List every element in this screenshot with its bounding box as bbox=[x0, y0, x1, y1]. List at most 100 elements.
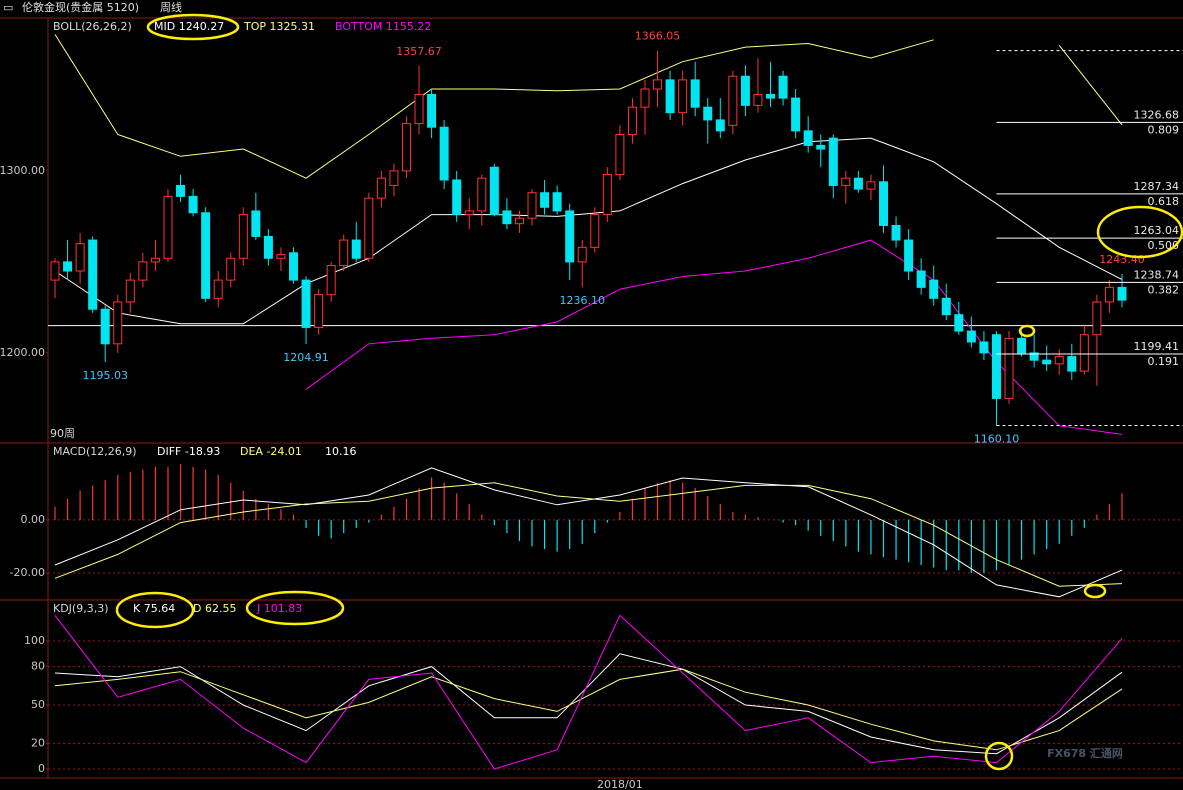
candle-body bbox=[891, 224, 901, 241]
candle-body bbox=[627, 106, 637, 135]
candle-body bbox=[866, 181, 876, 190]
indicator-line bbox=[54, 482, 1123, 587]
candle-body bbox=[276, 254, 286, 259]
candle-body bbox=[75, 243, 85, 272]
legend-entry: MID 1240.27 bbox=[154, 20, 224, 33]
candle-body bbox=[477, 177, 487, 212]
candle-body bbox=[966, 330, 976, 343]
highlight-ellipse bbox=[1096, 205, 1183, 259]
candle-body bbox=[452, 179, 462, 216]
candle-body bbox=[941, 297, 951, 316]
candle-body bbox=[615, 133, 625, 176]
candle-body bbox=[552, 192, 562, 212]
candle-body bbox=[1042, 359, 1052, 365]
candle-body bbox=[665, 79, 675, 114]
candle-body bbox=[100, 308, 110, 345]
candle-body bbox=[565, 210, 575, 263]
candle-body bbox=[514, 217, 524, 225]
candle-body bbox=[125, 279, 135, 303]
fib-ratio: 0.809 bbox=[1148, 123, 1180, 136]
fib-ratio: 0.618 bbox=[1148, 195, 1180, 208]
indicator-line bbox=[54, 467, 1123, 598]
candle-body bbox=[201, 212, 211, 299]
candle-body bbox=[289, 252, 299, 281]
candle-body bbox=[364, 197, 374, 259]
legend-entry: J 101.83 bbox=[256, 602, 302, 615]
panel bbox=[48, 464, 1183, 598]
candle-body bbox=[1017, 337, 1027, 354]
candle-body bbox=[690, 79, 700, 108]
y-tick-label: 80 bbox=[31, 660, 45, 673]
candle-body bbox=[991, 334, 1001, 399]
candle-body bbox=[263, 235, 273, 259]
candle-body bbox=[401, 123, 411, 172]
candle-body bbox=[188, 195, 198, 214]
candle-body bbox=[715, 119, 725, 132]
candle-body bbox=[766, 93, 776, 99]
candle-body bbox=[464, 210, 474, 216]
highlight-ellipse bbox=[1018, 324, 1036, 338]
highlight-ellipse bbox=[1083, 583, 1107, 599]
y-tick-label: 50 bbox=[31, 698, 45, 711]
candle-body bbox=[740, 75, 750, 106]
candle-body bbox=[929, 279, 939, 299]
candle-body bbox=[439, 126, 449, 181]
indicator-line bbox=[54, 653, 1123, 755]
candle-body bbox=[1067, 356, 1077, 372]
candle-body bbox=[979, 341, 989, 354]
legend-entry: DIFF -18.93 bbox=[157, 445, 220, 458]
legend-entry: D 62.55 bbox=[193, 602, 236, 615]
indicator-name: KDJ(9,3,3) bbox=[53, 602, 109, 615]
candle-body bbox=[1079, 334, 1089, 372]
candle-body bbox=[251, 210, 261, 237]
indicator-line bbox=[54, 137, 1123, 325]
y-tick-label: 1300.00 bbox=[0, 164, 45, 177]
candle-body bbox=[226, 257, 236, 281]
highlight-ellipse bbox=[245, 590, 345, 626]
indicator-line bbox=[54, 614, 1123, 770]
candle-body bbox=[427, 93, 437, 128]
y-tick-label: 100 bbox=[24, 634, 45, 647]
candle-body bbox=[753, 93, 763, 106]
price-annotation: 1160.10 bbox=[974, 433, 1020, 446]
candle-body bbox=[653, 79, 663, 90]
fib-ratio: 0.382 bbox=[1148, 283, 1180, 296]
price-annotation: 1236.10 bbox=[559, 294, 605, 307]
fib-ratio: 0.191 bbox=[1148, 355, 1180, 368]
indicator-line bbox=[54, 668, 1123, 751]
period[interactable]: 周线 bbox=[160, 0, 182, 14]
legend-entry: DEA -24.01 bbox=[240, 445, 302, 458]
highlights bbox=[115, 13, 1183, 771]
candle-body bbox=[113, 301, 123, 345]
price-annotation: 1204.91 bbox=[283, 351, 329, 364]
candle-body bbox=[791, 97, 801, 132]
watermark: FX678 汇通网 bbox=[1047, 747, 1123, 760]
candle-body bbox=[339, 239, 349, 267]
candle-body bbox=[904, 239, 914, 272]
highlight-ellipse bbox=[115, 591, 195, 629]
panel bbox=[48, 34, 1183, 435]
candle-body bbox=[816, 144, 826, 150]
candle-body bbox=[176, 184, 186, 197]
candle-body bbox=[213, 279, 223, 299]
plot-layer: 1200.00 1300.00 BOLL(26,26,2) MID 1240.27 TO… bbox=[0, 20, 1183, 790]
indicator-name: BOLL(26,26,2) bbox=[53, 20, 132, 33]
symbol: 伦敦金现(贵金属 5120) bbox=[22, 0, 139, 14]
candle-body bbox=[150, 257, 160, 263]
fib-price: 1326.68 bbox=[1134, 108, 1180, 121]
fib-price: 1238.74 bbox=[1134, 268, 1180, 281]
candle-body bbox=[301, 279, 311, 328]
indicator-line bbox=[1058, 44, 1123, 126]
candle-body bbox=[1004, 337, 1014, 399]
highlight-ellipse bbox=[984, 741, 1014, 771]
candle-body bbox=[778, 75, 788, 99]
period-count: 90周 bbox=[50, 427, 75, 440]
candle-body bbox=[640, 88, 650, 108]
y-tick-label: 0.00 bbox=[21, 513, 46, 526]
candle-body bbox=[376, 177, 386, 199]
candle-body bbox=[828, 137, 838, 186]
candle-body bbox=[1054, 356, 1064, 365]
